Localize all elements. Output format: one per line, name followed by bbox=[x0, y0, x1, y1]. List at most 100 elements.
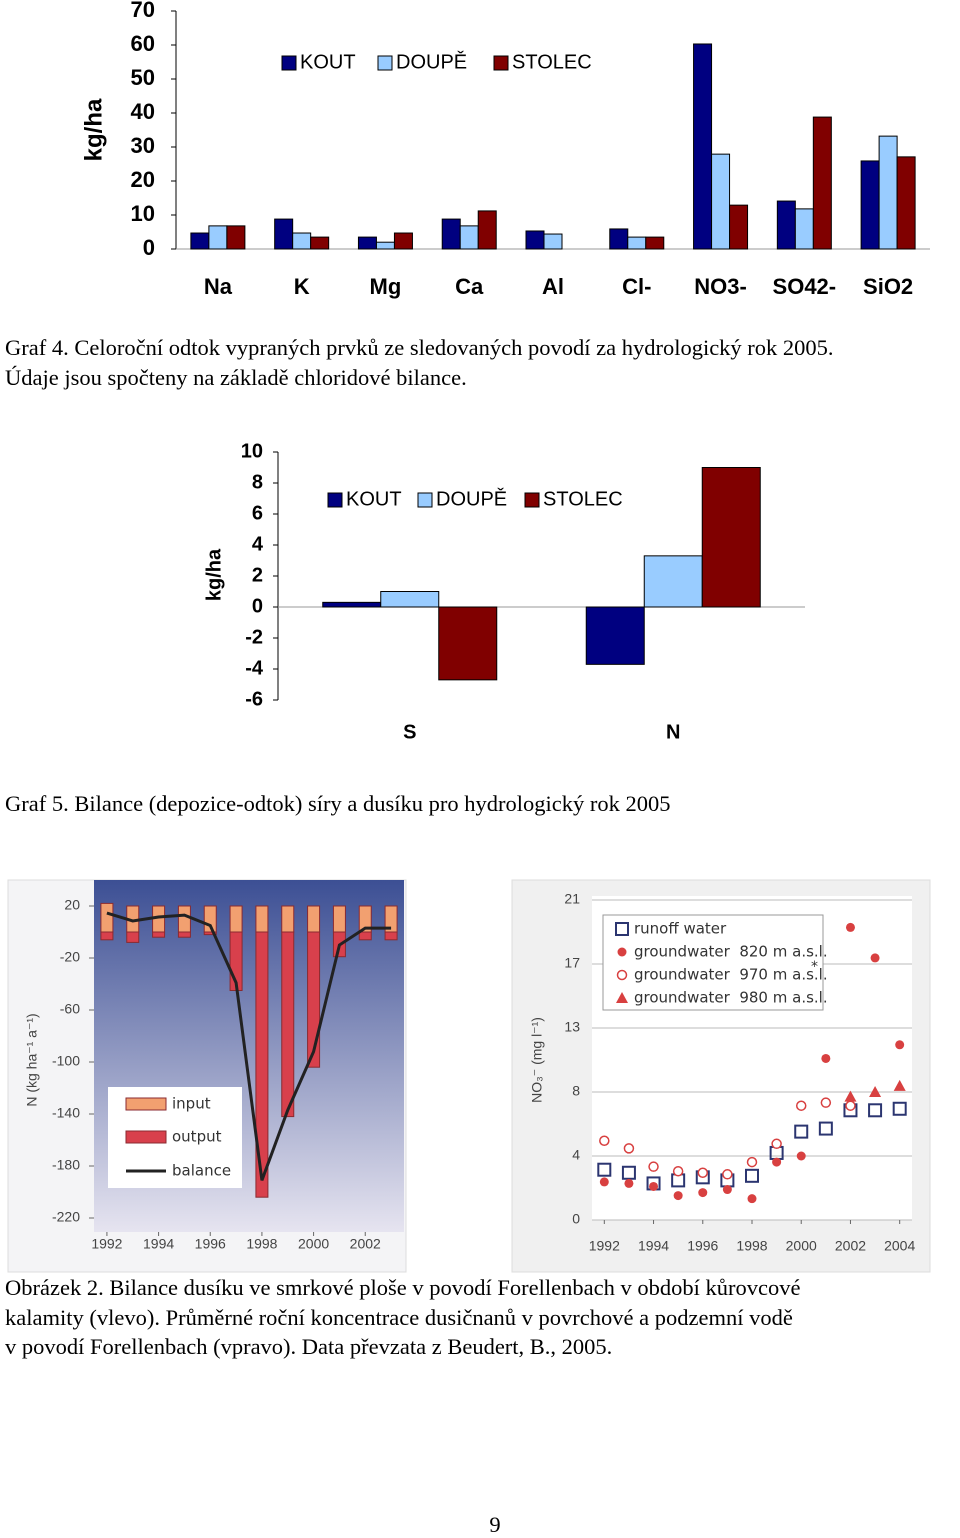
bar bbox=[126, 931, 140, 943]
bar bbox=[226, 225, 246, 250]
bar bbox=[310, 236, 330, 250]
x-tick-label: 1992 bbox=[589, 1238, 620, 1254]
bar bbox=[441, 218, 461, 250]
bar bbox=[459, 225, 479, 250]
point bbox=[845, 1100, 856, 1111]
bar bbox=[477, 210, 497, 250]
point bbox=[844, 1090, 857, 1102]
bar bbox=[190, 232, 210, 250]
x-tick-label: 1996 bbox=[195, 1236, 226, 1252]
bar bbox=[543, 233, 563, 250]
y-tick-label: 0 bbox=[252, 595, 263, 617]
bar bbox=[255, 931, 269, 1198]
x-tick-label: 1998 bbox=[246, 1236, 277, 1252]
bar bbox=[203, 931, 217, 936]
point bbox=[722, 1169, 733, 1180]
x-tick-label: K bbox=[294, 274, 310, 299]
point bbox=[623, 1143, 635, 1154]
legend-swatch bbox=[493, 55, 509, 71]
point bbox=[869, 1086, 882, 1097]
x-tick-label: Mg bbox=[370, 274, 402, 299]
point bbox=[796, 1151, 806, 1161]
bar bbox=[860, 160, 880, 250]
y-tick-label: -60 bbox=[60, 1001, 80, 1017]
bar bbox=[812, 116, 832, 250]
bar bbox=[776, 200, 796, 250]
y-axis-label: kg/ha bbox=[203, 548, 225, 601]
x-tick-label: S bbox=[403, 721, 416, 743]
point bbox=[870, 953, 880, 963]
x-tick-label: Ca bbox=[455, 274, 484, 299]
point bbox=[845, 922, 855, 932]
legend-label: STOLEC bbox=[512, 51, 592, 73]
point bbox=[599, 1135, 610, 1147]
y-tick-label: 10 bbox=[241, 440, 263, 462]
point bbox=[597, 1162, 612, 1177]
bar bbox=[375, 241, 395, 250]
legend-swatch bbox=[524, 492, 540, 508]
bar bbox=[438, 606, 498, 681]
legend-swatch bbox=[125, 1130, 167, 1144]
bar bbox=[177, 931, 191, 938]
bar bbox=[177, 905, 191, 933]
legend-marker bbox=[615, 922, 629, 936]
x-tick-label: Al bbox=[542, 274, 564, 299]
bar bbox=[380, 591, 440, 608]
y-tick-label: 8 bbox=[252, 471, 263, 493]
legend-label: output bbox=[172, 1128, 222, 1146]
point bbox=[893, 1079, 906, 1091]
point bbox=[698, 1188, 708, 1198]
legend-label: balance bbox=[172, 1162, 231, 1180]
y-tick-label: 4 bbox=[252, 533, 264, 555]
y-tick-label: -20 bbox=[60, 949, 80, 965]
bar bbox=[609, 228, 629, 250]
bar bbox=[322, 601, 382, 608]
y-tick-label: 30 bbox=[131, 133, 155, 158]
bar bbox=[274, 218, 294, 250]
legend-box bbox=[602, 914, 824, 1011]
legend-label: DOUPĚ bbox=[396, 50, 467, 73]
point bbox=[624, 1178, 634, 1188]
y-tick-label: 21 bbox=[564, 891, 580, 907]
y-axis-label: N (kg ha⁻¹ a⁻¹) bbox=[24, 1013, 40, 1106]
caption: Údaje jsou spočteny na základě chloridov… bbox=[5, 364, 467, 390]
legend-swatch bbox=[377, 55, 393, 71]
point bbox=[868, 1103, 883, 1118]
point bbox=[697, 1167, 709, 1179]
bar bbox=[100, 931, 114, 941]
y-tick-label: -4 bbox=[245, 657, 264, 679]
y-tick-label: 0 bbox=[143, 235, 155, 260]
y-tick-label: 6 bbox=[252, 502, 263, 524]
x-tick-label: SO42- bbox=[773, 274, 837, 299]
x-tick-label: N bbox=[666, 721, 680, 743]
legend-swatch bbox=[327, 492, 343, 508]
bar bbox=[307, 905, 321, 933]
bar bbox=[384, 931, 398, 941]
point bbox=[818, 1121, 833, 1136]
x-tick-label: 1994 bbox=[638, 1238, 669, 1254]
point bbox=[722, 1185, 732, 1195]
y-tick-label: 10 bbox=[131, 201, 155, 226]
balance-line bbox=[106, 911, 392, 1181]
point bbox=[795, 1100, 807, 1111]
point bbox=[672, 1165, 684, 1177]
y-tick-label: 70 bbox=[131, 0, 155, 22]
point bbox=[745, 1168, 759, 1183]
bar bbox=[255, 905, 269, 933]
legend-swatch bbox=[417, 492, 433, 508]
x-tick-label: 2000 bbox=[298, 1236, 329, 1252]
x-tick-label: 2000 bbox=[786, 1238, 817, 1254]
legend-swatch bbox=[281, 55, 297, 71]
legend-label: KOUT bbox=[300, 51, 356, 73]
point bbox=[599, 1177, 609, 1187]
bar bbox=[643, 555, 703, 608]
bar bbox=[229, 905, 243, 933]
y-axis-label: kg/ha bbox=[80, 98, 107, 161]
y-tick-label: 20 bbox=[64, 897, 80, 913]
point bbox=[673, 1191, 683, 1201]
point bbox=[747, 1194, 757, 1204]
legend-label: input bbox=[172, 1095, 211, 1113]
bar bbox=[100, 902, 114, 933]
point bbox=[892, 1101, 907, 1116]
legend-marker bbox=[616, 969, 628, 981]
